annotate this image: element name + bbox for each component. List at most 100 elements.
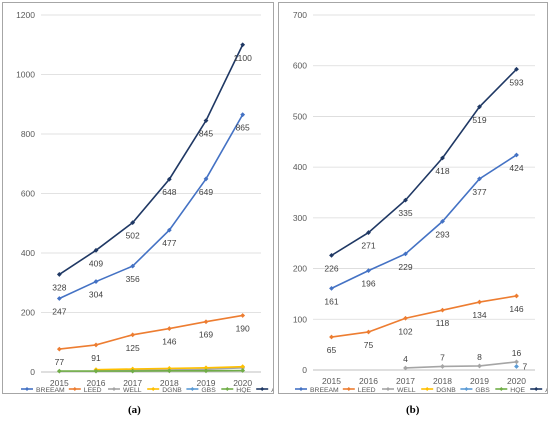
data-label: 4 bbox=[403, 354, 408, 364]
data-label: 196 bbox=[361, 279, 375, 289]
y-tick-label: 400 bbox=[21, 248, 35, 258]
data-point-leed bbox=[203, 319, 209, 325]
legend-marker bbox=[425, 387, 430, 391]
data-label: 593 bbox=[509, 77, 523, 87]
y-tick-label: 500 bbox=[293, 111, 307, 121]
data-label: 16 bbox=[512, 348, 522, 358]
data-point-leed bbox=[56, 346, 62, 352]
legend-label-hqe: HQE bbox=[510, 387, 525, 393]
legend-marker bbox=[299, 387, 303, 391]
data-point-leed bbox=[440, 307, 445, 313]
data-point-breeam bbox=[93, 279, 99, 284]
data-label: 229 bbox=[398, 262, 412, 272]
data-label: 190 bbox=[236, 323, 250, 333]
data-point-breeam bbox=[329, 285, 334, 291]
data-label: 8 bbox=[477, 352, 482, 362]
legend-label-well: WELL bbox=[397, 387, 416, 393]
data-point-all bbox=[514, 66, 519, 72]
legend-marker bbox=[260, 387, 265, 391]
data-point-hqe bbox=[203, 368, 209, 374]
legend-label-hqe: HQE bbox=[236, 387, 251, 393]
data-label: 7 bbox=[523, 361, 528, 371]
legend-marker bbox=[534, 387, 539, 391]
legend-marker bbox=[190, 387, 195, 391]
series-line-breeam bbox=[58, 114, 244, 300]
data-label: 409 bbox=[89, 258, 103, 268]
x-tick-label: 2020 bbox=[507, 376, 526, 386]
data-label: 77 bbox=[55, 357, 65, 367]
data-point-all bbox=[166, 176, 172, 182]
legend-label-all: ALL bbox=[545, 387, 547, 393]
legend-label-leed: LEED bbox=[358, 387, 376, 393]
x-tick-label: 2016 bbox=[87, 378, 106, 388]
legend-marker bbox=[499, 387, 504, 391]
data-point-leed bbox=[366, 329, 371, 335]
chart-a: 0 200 400 600 800 1000 1200 2015 2016 2017 2018 201… bbox=[16, 10, 273, 393]
legend-marker bbox=[346, 387, 351, 391]
data-label: 161 bbox=[324, 296, 338, 306]
data-label: 146 bbox=[162, 337, 176, 347]
data-label: 125 bbox=[126, 343, 140, 353]
y-tick-label: 0 bbox=[302, 365, 307, 375]
data-label: 356 bbox=[126, 274, 140, 284]
data-label: 118 bbox=[436, 318, 450, 328]
caption-a: (a) bbox=[128, 404, 141, 416]
legend-marker bbox=[112, 387, 116, 391]
y-tick-label: 400 bbox=[293, 162, 307, 172]
data-point-leed bbox=[403, 315, 408, 321]
y-tick-label: 100 bbox=[293, 314, 307, 324]
data-label: 418 bbox=[435, 166, 449, 176]
chart-b: 0 100 200 300 400 500 600 700 2015 2016 2017 2018 20… bbox=[293, 10, 547, 393]
data-point-gbs bbox=[514, 364, 519, 369]
data-label: 169 bbox=[199, 330, 213, 340]
y-tick-label: 1200 bbox=[16, 10, 35, 20]
data-point-hqe bbox=[93, 368, 99, 374]
legend-label-breeam: BREEAM bbox=[310, 387, 339, 393]
x-tick-label: 2017 bbox=[396, 376, 415, 386]
y-tick-label: 1000 bbox=[16, 70, 35, 80]
x-tick-label: 2015 bbox=[322, 376, 341, 386]
data-point-dgnb bbox=[240, 364, 246, 370]
data-label: 293 bbox=[435, 229, 449, 239]
data-point-leed bbox=[166, 326, 172, 331]
data-point-all bbox=[130, 220, 136, 226]
data-point-all bbox=[93, 247, 99, 253]
data-point-breeam bbox=[166, 227, 172, 233]
data-point-leed bbox=[93, 342, 99, 348]
chart-panel-b: 0 100 200 300 400 500 600 700 2015 2016 2017 2018 20… bbox=[278, 2, 548, 394]
data-label: 271 bbox=[361, 241, 375, 251]
legend-label-gbs: GBS bbox=[475, 387, 490, 393]
data-point-breeam bbox=[203, 176, 209, 182]
data-label: 649 bbox=[199, 187, 213, 197]
series-line-all bbox=[58, 44, 244, 276]
y-tick-label: 200 bbox=[293, 264, 307, 274]
data-point-hqe bbox=[166, 368, 172, 374]
data-point-all bbox=[56, 272, 62, 277]
data-label: 424 bbox=[509, 163, 523, 173]
data-point-breeam bbox=[56, 296, 62, 301]
chart-panel-a: 0 200 400 600 800 1000 1200 2015 2016 2017 2018 201… bbox=[2, 2, 274, 394]
data-label: 304 bbox=[89, 290, 103, 300]
data-point-leed bbox=[240, 313, 246, 318]
data-label: 328 bbox=[52, 282, 66, 292]
legend-marker bbox=[386, 387, 390, 391]
data-label: 134 bbox=[472, 310, 486, 320]
data-point-leed bbox=[477, 299, 482, 305]
data-label: 502 bbox=[126, 231, 140, 241]
data-label: 75 bbox=[364, 340, 374, 350]
data-label: 65 bbox=[327, 345, 337, 355]
x-tick-label: 2020 bbox=[233, 378, 252, 388]
data-label: 226 bbox=[324, 263, 338, 273]
series-line-leed bbox=[59, 314, 243, 350]
data-point-well bbox=[514, 359, 519, 365]
data-point-all bbox=[203, 118, 209, 124]
x-tick-label: 2017 bbox=[123, 378, 142, 388]
legend-label-dgnb: DGNB bbox=[162, 387, 182, 393]
data-point-leed bbox=[329, 334, 334, 340]
y-tick-label: 300 bbox=[293, 213, 307, 223]
data-label: 91 bbox=[91, 353, 101, 363]
x-tick-label: 2018 bbox=[160, 378, 179, 388]
data-point-hqe bbox=[240, 368, 246, 373]
y-tick-label: 800 bbox=[21, 129, 35, 139]
caption-b: (b) bbox=[406, 404, 420, 416]
